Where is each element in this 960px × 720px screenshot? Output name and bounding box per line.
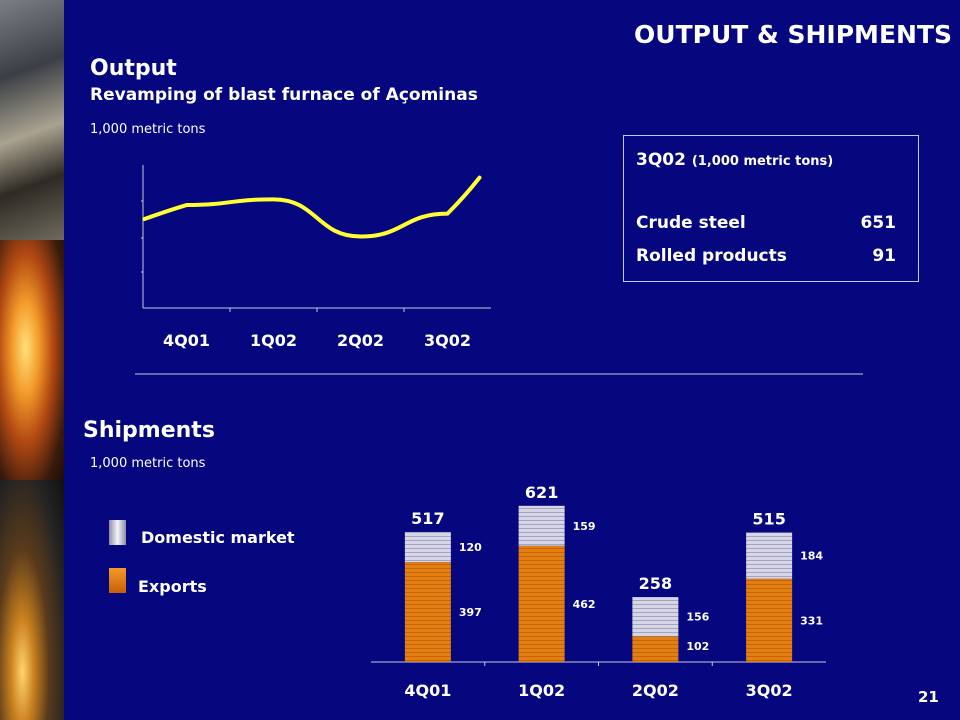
bar-domestic: [518, 505, 565, 546]
bar-total-label: 517: [411, 509, 444, 528]
shipments-bar-chart: 517 120 397 4Q01 621 159 462 1Q02 258 156 102 2Q02 5…: [371, 483, 826, 700]
info-box-header: 3Q02 (1,000 metric tons): [636, 150, 833, 170]
furnace-photo: [0, 480, 64, 720]
output-unit: 1,000 metric tons: [90, 122, 206, 137]
page-number: 21: [918, 688, 939, 706]
output-x-tick-label: 4Q01: [163, 331, 210, 350]
slide-title: OUTPUT & SHIPMENTS: [634, 20, 952, 49]
bar-domestic: [746, 532, 793, 579]
legend-label-exports: Exports: [138, 577, 207, 596]
shipments-x-tick-label: 3Q02: [746, 681, 793, 700]
shipments-unit: 1,000 metric tons: [90, 456, 206, 471]
info-row-label: Crude steel: [636, 213, 746, 233]
shipments-x-tick-label: 2Q02: [632, 681, 679, 700]
bar-exports: [746, 578, 793, 662]
shipments-x-tick-label: 1Q02: [518, 681, 565, 700]
legend-swatch-domestic: [109, 520, 126, 545]
bar-exports: [518, 545, 565, 662]
bar-total-label: 515: [752, 509, 785, 528]
info-row-value: 91: [872, 246, 896, 266]
bar-exports: [404, 562, 451, 662]
bar-total-label: 258: [639, 574, 672, 593]
bar-total-label: 621: [525, 483, 558, 502]
bar-domestic-label: 184: [800, 550, 823, 563]
info-box: 3Q02 (1,000 metric tons) Crude steel 651…: [623, 135, 919, 282]
legend-swatch-exports: [109, 568, 126, 593]
output-subtitle: Revamping of blast furnace of Açominas: [90, 85, 478, 105]
bar-domestic: [404, 531, 451, 563]
output-series-line: [142, 175, 482, 239]
output-x-tick-label: 1Q02: [250, 331, 297, 350]
shipments-title: Shipments: [83, 418, 215, 443]
bar-exports-label: 102: [686, 640, 709, 653]
info-box-period: 3Q02: [636, 150, 686, 170]
info-row-value: 651: [860, 213, 897, 233]
shipments-x-tick-label: 4Q01: [404, 681, 451, 700]
bar-exports-label: 397: [459, 606, 482, 619]
info-row-label: Rolled products: [636, 246, 787, 266]
bar-exports-label: 462: [573, 598, 596, 611]
output-title: Output: [90, 56, 177, 81]
bar-domestic: [632, 597, 679, 637]
bar-domestic-label: 120: [459, 541, 482, 554]
bar-domestic-label: 159: [573, 520, 596, 533]
bar-exports: [632, 636, 679, 662]
info-box-unit: (1,000 metric tons): [691, 154, 834, 169]
output-x-tick-label: 2Q02: [337, 331, 384, 350]
bar-exports-label: 331: [800, 614, 823, 627]
photo-strip: [0, 0, 64, 720]
output-line-chart: 4Q01 1Q02 2Q02 3Q02: [141, 165, 491, 350]
output-x-tick-label: 3Q02: [424, 331, 471, 350]
hot-coil-photo: [0, 240, 64, 480]
bar-domestic-label: 156: [686, 611, 709, 624]
steel-mill-photo: [0, 0, 64, 240]
legend-label-domestic: Domestic market: [141, 528, 295, 547]
